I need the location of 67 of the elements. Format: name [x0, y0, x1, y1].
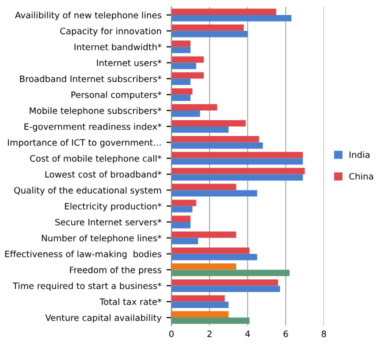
- bar: [171, 142, 263, 149]
- y-tick-label: Venture capital availability: [45, 314, 162, 323]
- bar: [171, 295, 225, 302]
- bar: [171, 88, 192, 95]
- y-tick-label: Time required to start a business*: [12, 282, 162, 291]
- y-tick-label: Secure Internet servers*: [55, 218, 162, 226]
- x-tick-label: 6: [284, 330, 288, 338]
- bar: [171, 94, 190, 101]
- bar: [171, 104, 218, 111]
- bar: [171, 238, 198, 244]
- y-tick-label: Capacity for innovation: [60, 28, 161, 36]
- bar: [171, 254, 258, 260]
- bar: [171, 270, 290, 276]
- bar: [171, 24, 244, 31]
- y-tick-label: Total tax rate*: [100, 298, 162, 306]
- y-tick-label: Effectiveness of law-making bodies: [5, 250, 162, 259]
- bar: [171, 40, 190, 47]
- x-tick-label: 2: [207, 330, 212, 338]
- bar: [171, 126, 229, 133]
- y-tick-label: Number of telephone lines*: [42, 234, 162, 244]
- x-tick-label: 4: [245, 330, 250, 338]
- y-tick-label: Internet users*: [97, 60, 162, 66]
- y-tick-label: Quality of the educational system: [14, 186, 161, 196]
- bar: [171, 46, 190, 54]
- x-tick-label: 8: [322, 330, 326, 338]
- bar: [171, 174, 303, 181]
- y-tick-label: Cost of mobile telephone call*: [30, 154, 162, 164]
- bar: [171, 136, 260, 142]
- y-tick-label: Mobile telephone subscribers*: [30, 107, 162, 116]
- y-tick-label: Availibility of new telephone lines: [15, 12, 162, 20]
- x-tick-label: 0: [169, 330, 174, 338]
- bar: [171, 222, 190, 228]
- bar: [171, 200, 196, 206]
- bar: [171, 279, 278, 286]
- bar: [171, 311, 229, 318]
- bar: [171, 168, 305, 174]
- bar: [171, 110, 200, 117]
- bar: [171, 158, 303, 165]
- bar: [171, 263, 236, 270]
- bar: [171, 286, 280, 292]
- bar: [171, 247, 250, 254]
- legend-label: India: [350, 151, 370, 158]
- y-tick-label: Broadband Internet subscribers*: [20, 75, 162, 82]
- bar: [171, 232, 236, 238]
- y-tick-label: Freedom of the press: [70, 266, 162, 275]
- bar: [171, 78, 190, 86]
- bar: [171, 30, 248, 38]
- bar: [171, 216, 190, 222]
- bar: [171, 190, 258, 197]
- bar: [171, 302, 229, 308]
- bar: [171, 120, 246, 126]
- bar: [171, 318, 250, 324]
- bar: [171, 8, 276, 15]
- y-tick-label: Personal computers*: [71, 91, 162, 100]
- y-tick-label: Lowest cost of broadband*: [45, 170, 162, 178]
- bar: [171, 56, 204, 63]
- bar: [171, 206, 192, 212]
- y-tick-label: Electricity production*: [64, 202, 162, 212]
- bar: [171, 14, 292, 22]
- bar: [171, 152, 303, 158]
- y-tick-label: Internet bandwidth*: [74, 43, 162, 50]
- y-tick-label: E-government readiness index*: [24, 123, 162, 132]
- bar: [171, 62, 196, 70]
- bar: [171, 184, 236, 190]
- y-tick-label: Importance of ICT to government…: [8, 139, 161, 148]
- legend-label: China: [349, 172, 373, 180]
- bar: [171, 72, 204, 79]
